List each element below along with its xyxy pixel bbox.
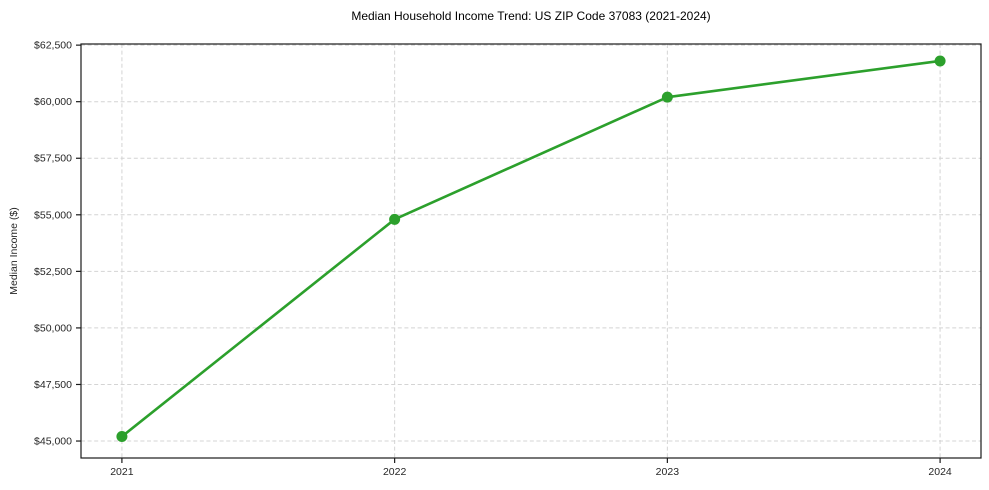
y-tick-label: $45,000 <box>34 436 72 448</box>
x-tick-label: 2023 <box>656 466 680 478</box>
x-tick-label: 2024 <box>928 466 952 478</box>
data-point-marker <box>389 213 401 225</box>
y-tick-label: $57,500 <box>34 153 72 165</box>
x-tick-label: 2022 <box>383 466 407 478</box>
y-tick-label: $52,500 <box>34 266 72 278</box>
y-tick-label: $60,000 <box>34 96 72 108</box>
data-point-marker <box>661 91 673 103</box>
income-trend-line <box>120 59 942 438</box>
y-tick-label: $55,000 <box>34 209 72 221</box>
data-point-marker <box>934 55 946 67</box>
chart-title: Median Household Income Trend: US ZIP Co… <box>351 9 711 23</box>
data-point-marker <box>116 431 128 443</box>
y-tick-label: $47,500 <box>34 379 72 391</box>
y-tick-label: $62,500 <box>34 40 72 52</box>
y-axis-label: Median Income ($) <box>8 207 20 295</box>
plot-frame <box>80 43 982 459</box>
x-tick-label: 2021 <box>110 466 134 478</box>
y-tick-label: $50,000 <box>34 322 72 334</box>
